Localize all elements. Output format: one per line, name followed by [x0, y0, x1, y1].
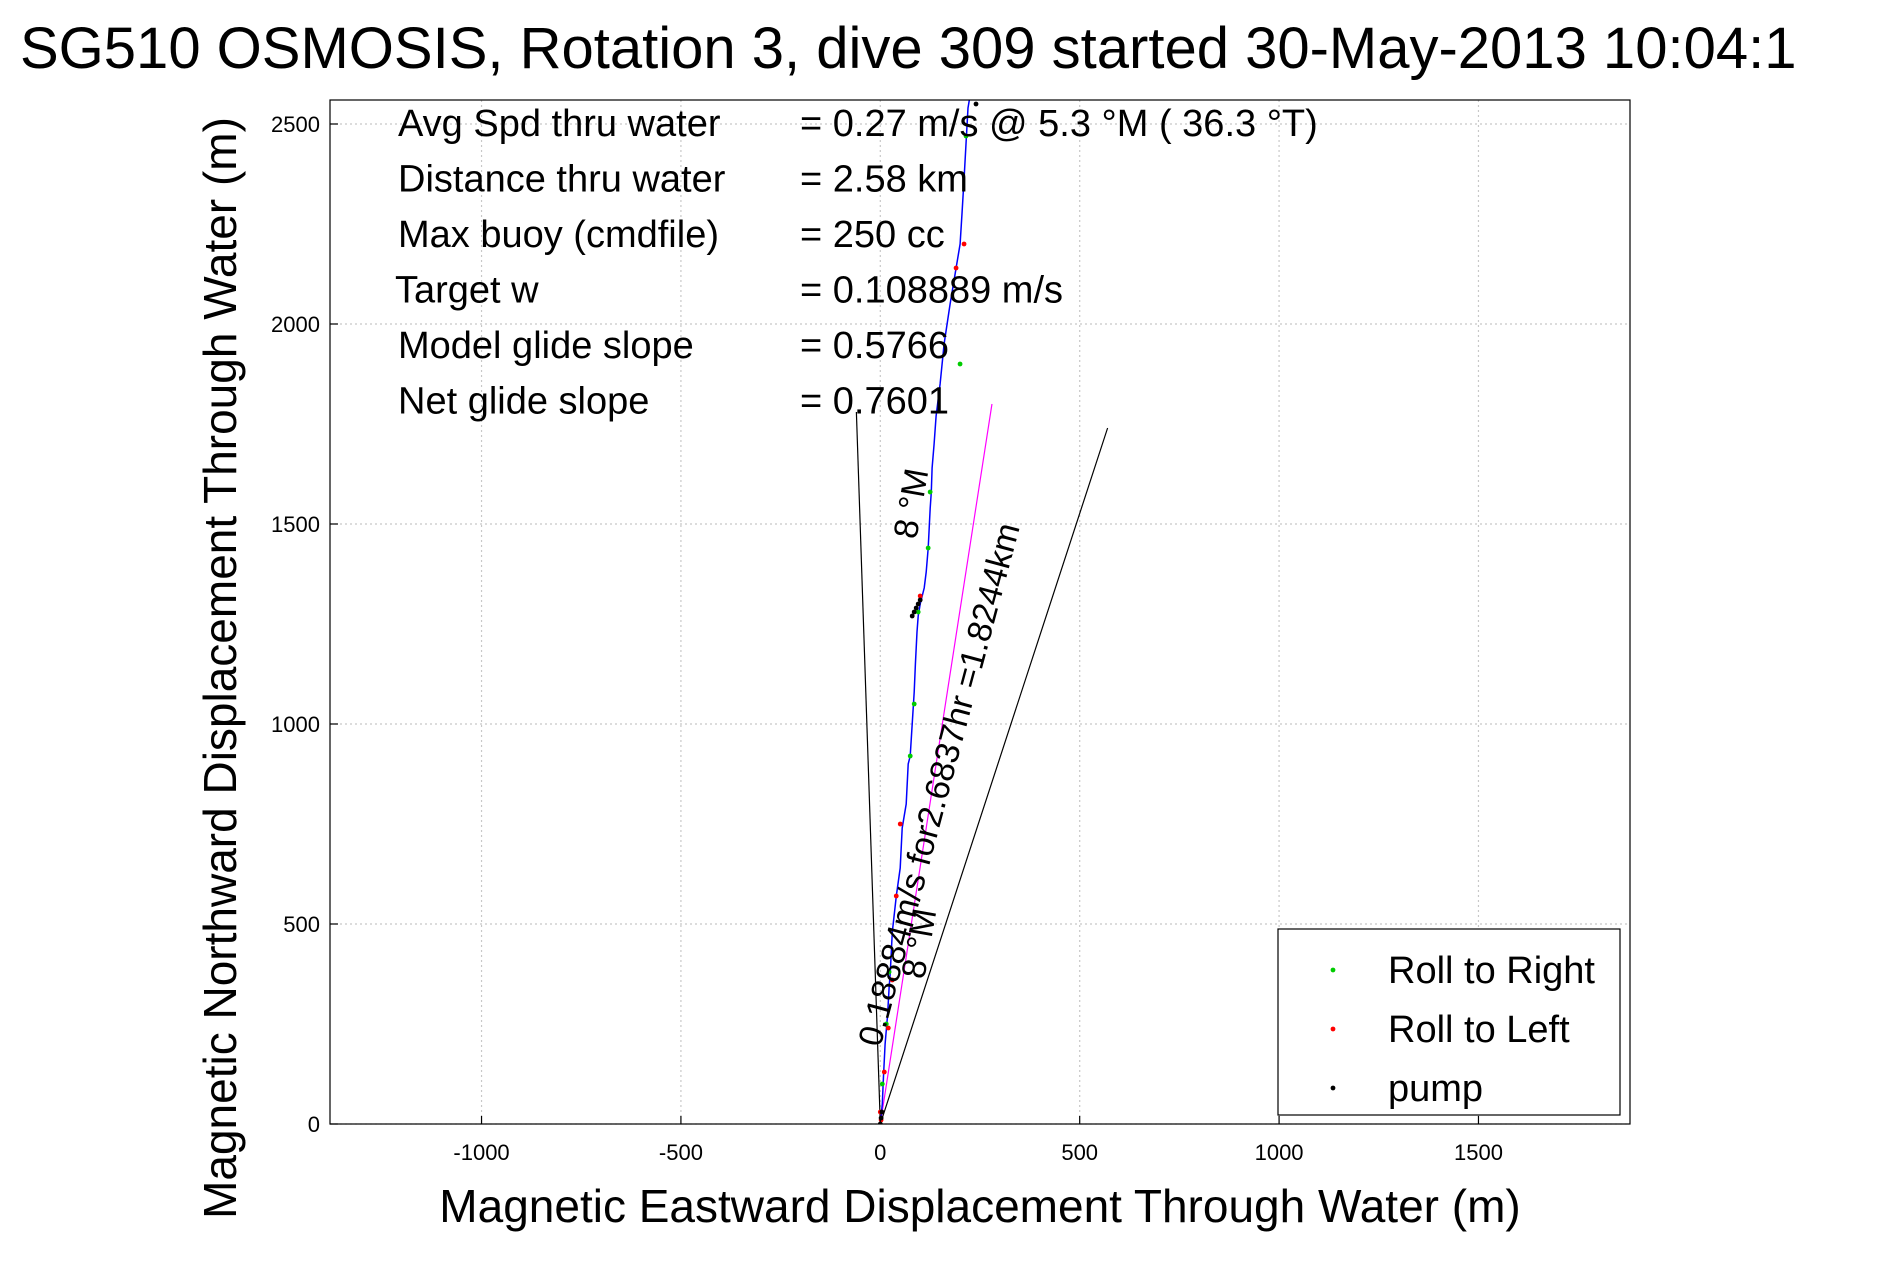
info-value: = 0.27 m/s @ 5.3 °M ( 36.3 °T) — [800, 103, 1318, 145]
legend-pump-label: pump — [1388, 1068, 1483, 1110]
reference-line — [879, 403, 993, 1124]
roll-to-left-marker — [889, 977, 895, 983]
roll-to-left-marker — [953, 265, 959, 271]
info-value: = 0.5766 — [800, 325, 949, 367]
reference-lines — [855, 403, 1109, 1124]
y-tick-label: 2000 — [271, 312, 320, 337]
pump-marker — [913, 605, 919, 611]
y-tick-label: 2500 — [271, 112, 320, 137]
roll-to-right-marker — [883, 1021, 889, 1027]
roll-to-left-marker — [897, 821, 903, 827]
y-tick-label: 0 — [308, 1112, 320, 1137]
chart-title: SG510 OSMOSIS, Rotation 3, dive 309 star… — [20, 16, 1796, 81]
y-axis-label: Magnetic Northward Displacement Through … — [194, 117, 246, 1219]
roll-to-right-marker — [925, 545, 931, 551]
roll-to-right-marker — [886, 969, 892, 975]
plot-frame — [329, 99, 1631, 1125]
pump-marker — [911, 609, 917, 615]
info-label: Model glide slope — [398, 325, 694, 367]
legend-roll-to-left-swatch — [1330, 1026, 1336, 1032]
info-block: Avg Spd thru water = 0.27 m/s @ 5.3 °M ( … — [395, 103, 1318, 423]
y-tick-label: 500 — [283, 912, 320, 937]
legend: Roll to Right Roll to Left pump — [1277, 928, 1621, 1116]
roll-to-left-marker — [893, 893, 899, 899]
roll-to-right-marker — [879, 1081, 885, 1087]
pump-marker — [973, 101, 979, 107]
legend-roll-to-left-label: Roll to Left — [1388, 1009, 1570, 1051]
info-value: = 0.108889 m/s — [800, 270, 1063, 312]
roll-to-right-marker — [927, 489, 933, 495]
roll-to-right-marker — [911, 701, 917, 707]
roll-to-right-marker — [957, 361, 963, 367]
reference-line — [855, 411, 881, 1124]
roll-to-left-marker — [881, 1069, 887, 1075]
y-tick-label: 1000 — [271, 712, 320, 737]
roll-to-right-marker — [963, 133, 969, 139]
roll-to-left-marker — [917, 593, 923, 599]
track-line — [879, 100, 971, 1124]
x-tick-label: -1000 — [453, 1140, 509, 1165]
legend-roll-to-right-label: Roll to Right — [1388, 950, 1595, 992]
reference-line — [879, 427, 1109, 1124]
legend-pump-swatch — [1330, 1085, 1336, 1091]
info-label: Distance thru water — [398, 159, 726, 201]
x-tick-label: 1500 — [1454, 1140, 1503, 1165]
legend-roll-to-right-swatch — [1330, 967, 1336, 973]
info-label: Net glide slope — [398, 381, 649, 423]
x-tick-label: 1000 — [1255, 1140, 1304, 1165]
x-tick-label: 0 — [874, 1140, 886, 1165]
roll-to-left-marker — [885, 1025, 891, 1031]
roll-to-left-marker — [961, 241, 967, 247]
grid-lines — [330, 100, 1630, 1125]
roll-to-right-marker — [915, 609, 921, 615]
pump-marker — [879, 1109, 885, 1115]
pump-marker — [915, 601, 921, 607]
pump-marker — [917, 597, 923, 603]
x-axis-label: Magnetic Eastward Displacement Through W… — [439, 1180, 1520, 1232]
pump-marker — [909, 613, 915, 619]
legend-box — [1277, 928, 1621, 1116]
info-value: = 2.58 km — [800, 159, 968, 201]
axis-ticks: -1000 -500 0 500 1000 1500 0 500 1000 1500 2000 250… — [271, 112, 1503, 1165]
info-value: = 250 cc — [800, 214, 945, 256]
pump-marker — [878, 1115, 884, 1121]
info-label: Avg Spd thru water — [398, 103, 721, 145]
y-tick-label: 1500 — [271, 512, 320, 537]
roll-to-right-marker — [907, 753, 913, 759]
x-tick-label: -500 — [659, 1140, 703, 1165]
info-label: Target w — [395, 270, 539, 312]
info-value: = 0.7601 — [800, 381, 949, 423]
info-label: Max buoy (cmdfile) — [398, 214, 719, 256]
x-tick-label: 500 — [1061, 1140, 1098, 1165]
